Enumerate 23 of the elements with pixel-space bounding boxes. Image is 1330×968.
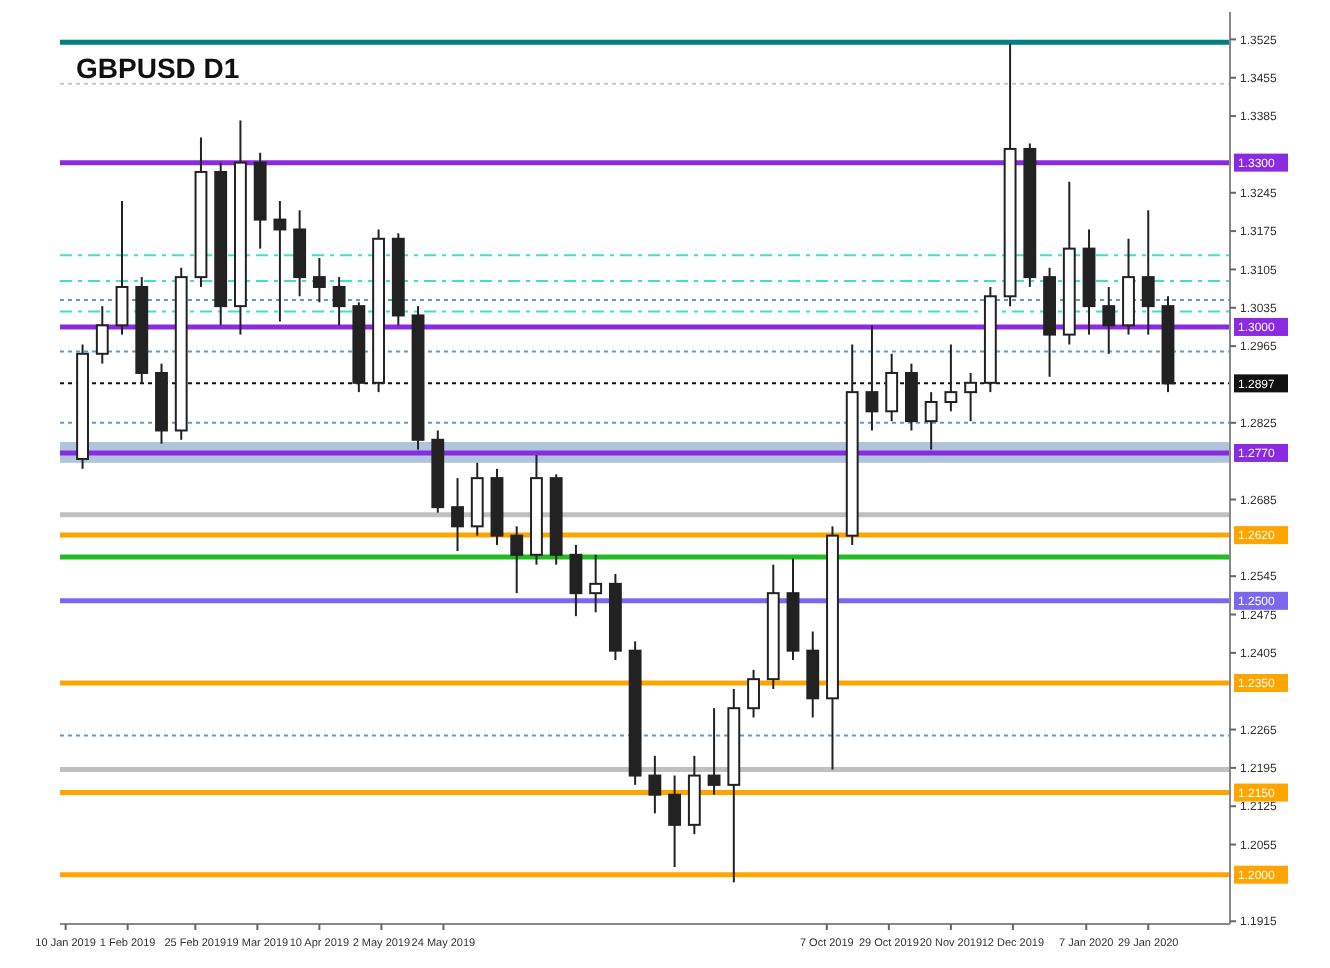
candlestick <box>115 199 129 336</box>
candlestick <box>95 305 109 365</box>
candlestick <box>747 668 760 719</box>
candlestick <box>668 774 682 869</box>
candlestick <box>510 525 524 595</box>
candlestick <box>293 209 307 298</box>
candlestick <box>1102 285 1116 355</box>
candlestick <box>707 707 721 796</box>
candlestick <box>1141 209 1155 336</box>
candlestick <box>964 371 978 423</box>
candlestick <box>451 477 464 552</box>
candlestick <box>806 630 820 719</box>
candlestick <box>569 543 583 618</box>
candlestick <box>312 256 326 304</box>
candlestick <box>885 352 899 423</box>
candlestick <box>924 391 938 451</box>
candlestick <box>332 276 346 327</box>
candlestick <box>273 199 287 323</box>
candlestick <box>589 553 603 614</box>
candlestick <box>648 754 662 815</box>
candlestick <box>944 343 958 413</box>
text: GBPUSD D1 <box>76 52 240 84</box>
candlestick <box>865 324 879 432</box>
